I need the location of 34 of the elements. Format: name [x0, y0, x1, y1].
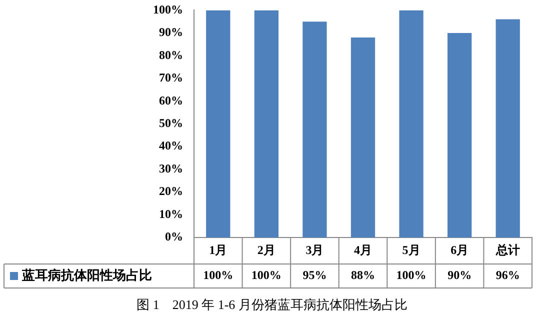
- bar: [399, 10, 424, 238]
- y-tick-label: 20%: [159, 184, 183, 198]
- y-tick-label: 40%: [159, 138, 183, 153]
- text: 90%: [448, 268, 472, 282]
- bar: [496, 19, 520, 238]
- x-tick-label: 2月: [257, 242, 276, 257]
- y-tick-label: 0%: [165, 230, 183, 244]
- bar: [206, 10, 230, 238]
- x-tick-label: 3月: [306, 242, 324, 257]
- x-tick-label: 1月: [209, 242, 228, 257]
- x-tick-label: 总计: [494, 242, 520, 257]
- text: 95%: [302, 268, 327, 282]
- legend-label: 蓝耳病抗体阳性场占比: [21, 267, 152, 284]
- y-tick-label: 100%: [153, 2, 183, 16]
- text: 100%: [251, 268, 282, 282]
- y-tick-label: 80%: [159, 48, 183, 62]
- y-tick-label: 30%: [159, 161, 183, 176]
- y-tick-label: 50%: [159, 116, 183, 130]
- bar: [448, 32, 472, 238]
- x-tick-label: 6月: [450, 242, 469, 257]
- caption: 图 1 2019 年 1-6 月份猪蓝耳病抗体阳性场占比: [136, 296, 408, 314]
- y-tick-label: 10%: [159, 206, 183, 221]
- y-tick-label: 90%: [159, 25, 183, 40]
- text: 100%: [396, 268, 426, 282]
- bar: [302, 22, 327, 238]
- x-tick-label: 5月: [402, 242, 420, 257]
- y-tick-label: 70%: [159, 70, 183, 85]
- text: 88%: [351, 268, 375, 282]
- bar: [350, 37, 376, 238]
- text: 100%: [203, 268, 234, 282]
- x-tick-label: 4月: [354, 242, 372, 257]
- text: 96%: [496, 268, 520, 282]
- bar: [254, 10, 278, 238]
- y-tick-label: 60%: [159, 93, 183, 108]
